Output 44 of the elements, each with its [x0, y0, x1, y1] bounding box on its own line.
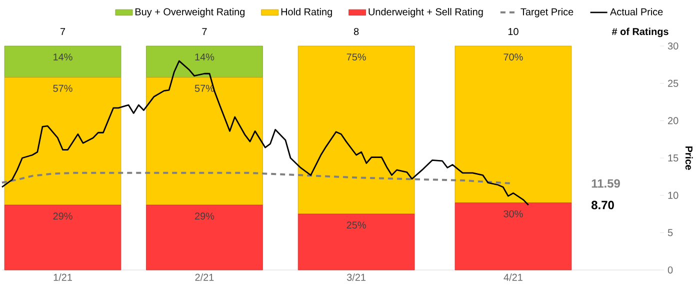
legend-label: Target Price — [520, 8, 574, 18]
text: 10 — [508, 28, 518, 36]
x-tick-label: 2/21 — [195, 274, 214, 281]
bar — [146, 46, 263, 78]
text: 8 — [354, 28, 359, 36]
y2-tick-label: 0 — [668, 266, 673, 274]
bar — [146, 204, 263, 270]
annotation: 11.59 — [592, 179, 620, 188]
x-tick-label: 3/21 — [346, 274, 366, 281]
line-series — [1, 60, 530, 206]
data-label: 29% — [194, 212, 214, 220]
bar — [298, 214, 415, 270]
text: 7 — [60, 28, 66, 35]
bar — [454, 46, 572, 203]
data-label: 30% — [504, 210, 523, 218]
x-tick-label: 4/21 — [504, 274, 522, 281]
y2-tick-label: 20 — [668, 117, 678, 124]
legend-label: Actual Price — [610, 8, 663, 16]
y2-tick-label: 30 — [668, 42, 678, 50]
data-label: 57% — [53, 84, 72, 92]
data-label: 75% — [346, 54, 366, 61]
bar — [4, 46, 122, 78]
y2-tick-label: 15 — [668, 154, 678, 162]
data-label: 25% — [346, 222, 366, 229]
y2-axis-title: Price — [685, 146, 693, 170]
data-label: 70% — [504, 54, 523, 61]
bar — [454, 202, 572, 270]
legend-label: Buy + Overweight Rating — [135, 8, 245, 18]
annotation: 8.70 — [592, 200, 614, 210]
data-label: 14% — [195, 54, 214, 60]
bar — [4, 204, 122, 270]
bar — [146, 77, 263, 206]
bar — [4, 77, 122, 206]
legend-label: Underweight + Sell Rating — [368, 8, 483, 18]
x-tick-label: 1/21 — [54, 274, 72, 281]
y2-tick-label: 5 — [668, 229, 673, 236]
text: 7 — [202, 28, 207, 35]
data-label: 29% — [53, 212, 72, 220]
legend-label: Hold Rating — [281, 8, 332, 18]
data-label: 14% — [54, 54, 72, 60]
bar — [298, 46, 415, 214]
y2-tick-label: 10 — [668, 192, 678, 199]
y2-tick-label: 25 — [668, 80, 678, 87]
text: # of Ratings — [612, 28, 668, 38]
